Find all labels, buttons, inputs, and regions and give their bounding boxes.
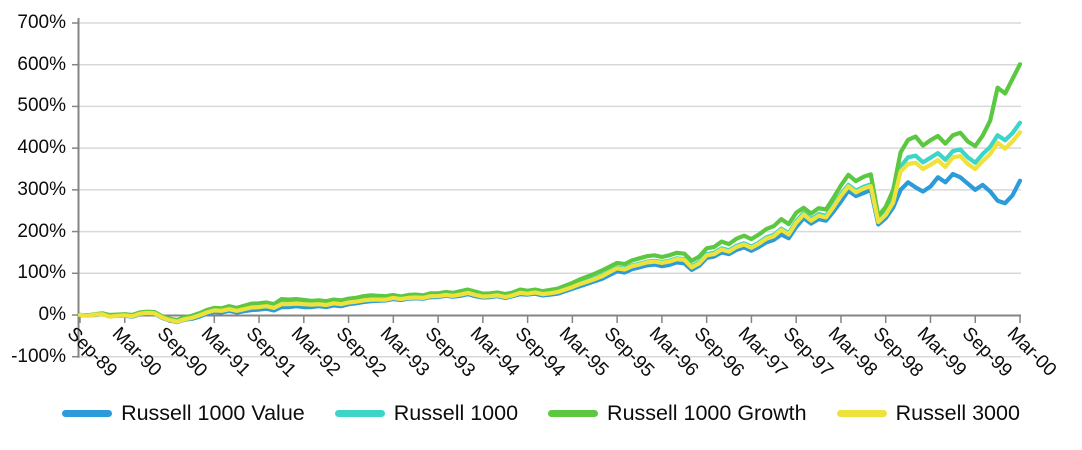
legend-item-russell-1000-value: Russell 1000 Value — [62, 401, 305, 426]
legend-marker-russell-1000-value — [62, 410, 113, 417]
legend-label: Russell 1000 Value — [121, 401, 305, 425]
legend-marker-russell-1000-growth — [548, 410, 599, 417]
y-axis-tick-label: -100% — [11, 345, 66, 367]
legend-item-russell-1000-growth: Russell 1000 Growth — [548, 401, 807, 426]
y-axis-tick-label: 500% — [17, 95, 66, 117]
legend-marker-russell-1000 — [334, 410, 385, 417]
y-axis-tick-label: 100% — [17, 262, 66, 284]
y-axis-tick-label: 600% — [17, 53, 66, 75]
y-axis-tick-label: 200% — [17, 220, 66, 242]
y-axis-tick-label: 300% — [17, 178, 66, 200]
legend-label: Russell 1000 — [393, 401, 519, 425]
y-axis-tick-label: 400% — [17, 137, 66, 159]
y-axis-tick-label: 700% — [17, 12, 66, 33]
legend-marker-russell-3000 — [836, 410, 887, 417]
series-line-russell-3000 — [77, 130, 1023, 324]
series-line-russell-1000-growth — [77, 62, 1023, 323]
series-line-russell-1000-value — [77, 171, 1023, 325]
legend-label: Russell 3000 — [895, 401, 1020, 425]
y-axis-tick-label: 0% — [38, 304, 66, 325]
legend: Russell 1000 Value Russell 1000 Russell 10… — [0, 401, 1082, 426]
legend-item-russell-3000: Russell 3000 — [836, 401, 1020, 426]
legend-label: Russell 1000 Growth — [607, 401, 807, 425]
legend-item-russell-1000: Russell 1000 — [334, 401, 519, 426]
